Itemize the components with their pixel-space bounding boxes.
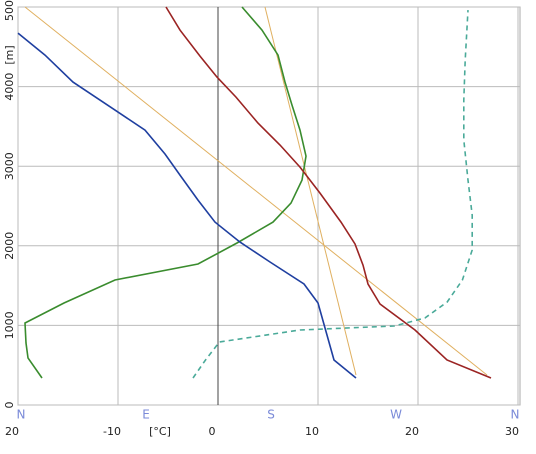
x2-tick-label: E <box>142 408 150 422</box>
x-axis-label: [°C] <box>149 425 171 438</box>
y-tick-label: 3000 <box>3 152 16 180</box>
x-tick-label: 10 <box>305 425 319 438</box>
x2-tick-label: W <box>390 408 402 422</box>
series-line <box>24 6 488 376</box>
x2-tick-label: S <box>267 408 275 422</box>
x-tick-label: 20 <box>405 425 419 438</box>
series-line <box>165 6 492 379</box>
y-tick-label: 0 <box>3 402 16 409</box>
y-axis-label: [m] <box>3 45 16 64</box>
y-tick-label: 4000 <box>3 73 16 101</box>
series-line <box>17 32 357 379</box>
y-tick-label: 5000 <box>3 0 16 21</box>
x-tick-label: 0 <box>209 425 216 438</box>
x-tick-label: 20 <box>5 425 19 438</box>
y-tick-label: 1000 <box>3 311 16 339</box>
x-tick-label: 30 <box>505 425 519 438</box>
x-tick-label: -10 <box>103 425 121 438</box>
series-line <box>264 6 357 376</box>
x2-tick-label: N <box>17 408 26 422</box>
y-tick-label: 2000 <box>3 232 16 260</box>
series-line <box>192 10 473 379</box>
plot-frame <box>17 6 521 406</box>
series-line <box>24 6 307 379</box>
x2-tick-label: N <box>511 408 520 422</box>
